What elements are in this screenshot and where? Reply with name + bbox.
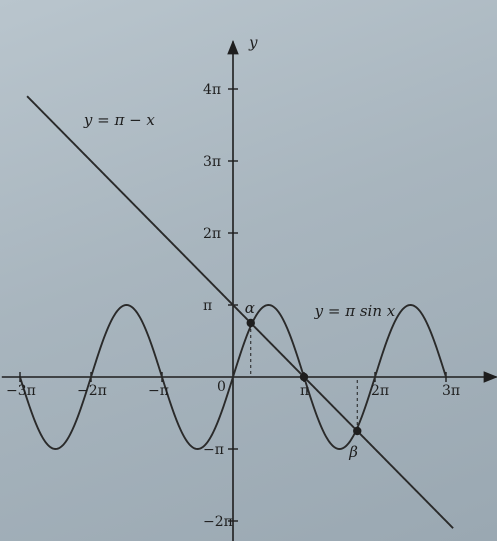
y-axis-label: y bbox=[248, 33, 258, 51]
intersection-point bbox=[246, 318, 255, 328]
intersection-point bbox=[299, 372, 309, 382]
line-curve-label: y = π − x bbox=[83, 111, 156, 129]
sine-curve-label: y = π sin x bbox=[314, 302, 396, 320]
x-tick-label: −3π bbox=[6, 383, 36, 399]
y-tick-label: 3π bbox=[203, 154, 221, 170]
intersection-label: β bbox=[348, 443, 358, 461]
origin-label: 0 bbox=[217, 379, 226, 395]
x-tick-label: −2π bbox=[77, 383, 107, 399]
y-tick-label: 4π bbox=[203, 82, 221, 98]
sine-curve bbox=[19, 304, 447, 450]
intersection-point bbox=[353, 426, 362, 436]
intersection-label: α bbox=[245, 299, 255, 317]
line-curve bbox=[26, 95, 454, 529]
x-tick-label: 2π bbox=[371, 383, 389, 399]
x-tick-label: −π bbox=[148, 383, 169, 399]
y-tick-label: 2π bbox=[203, 226, 221, 242]
x-tick-label: π bbox=[300, 383, 309, 399]
x-tick-label: 3π bbox=[442, 383, 460, 399]
y-tick-label: −2π bbox=[203, 514, 233, 530]
y-tick-label: π bbox=[203, 298, 212, 314]
y-tick-label: −π bbox=[203, 442, 224, 458]
